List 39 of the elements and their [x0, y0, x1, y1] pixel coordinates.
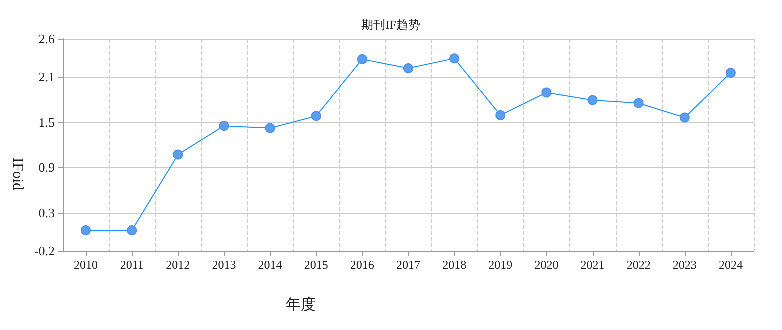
point [219, 121, 230, 132]
x-tick-label: 2023 [672, 258, 697, 272]
x-axis-title: 年度 [286, 296, 316, 314]
point [496, 110, 506, 120]
x-tick-label: 2011 [120, 258, 144, 272]
point [127, 226, 138, 236]
x-tick-label: 2013 [212, 258, 236, 272]
x-tick-label: 2020 [534, 258, 559, 272]
point [450, 54, 460, 64]
point [357, 54, 368, 64]
point [81, 226, 92, 236]
point [634, 98, 644, 108]
point [588, 95, 598, 106]
y-tick-label: 2.6 [38, 32, 56, 46]
y-tick-label: 0.3 [38, 206, 55, 221]
x-tick-label: 2010 [74, 258, 98, 272]
x-tick-label: 2014 [258, 258, 282, 272]
x-tick-label: 2018 [442, 258, 467, 272]
x-tick-label: 2012 [166, 258, 190, 272]
y-tick-label: -0.2 [34, 244, 55, 258]
point [680, 112, 690, 123]
x-tick-label: 2024 [718, 258, 743, 272]
y-tick-label: 1.5 [38, 114, 55, 130]
x-tick-label: 2019 [488, 258, 513, 272]
chart-title: 期刊IF趋势 [362, 18, 420, 32]
x-tick-label: 2017 [396, 258, 420, 272]
x-tick-label: 2022 [626, 258, 651, 272]
point [265, 123, 276, 134]
point [311, 111, 322, 122]
x-tick-label: 2016 [350, 258, 374, 272]
y-axis-title: IFoid [10, 158, 26, 192]
point [726, 68, 736, 78]
point [173, 150, 184, 160]
x-tick-label: 2021 [580, 258, 605, 272]
point [542, 88, 552, 98]
point [404, 64, 414, 74]
y-tick-label: 0.9 [38, 160, 55, 176]
y-tick-label: 2.1 [38, 69, 55, 84]
x-tick-label: 2015 [304, 258, 328, 272]
